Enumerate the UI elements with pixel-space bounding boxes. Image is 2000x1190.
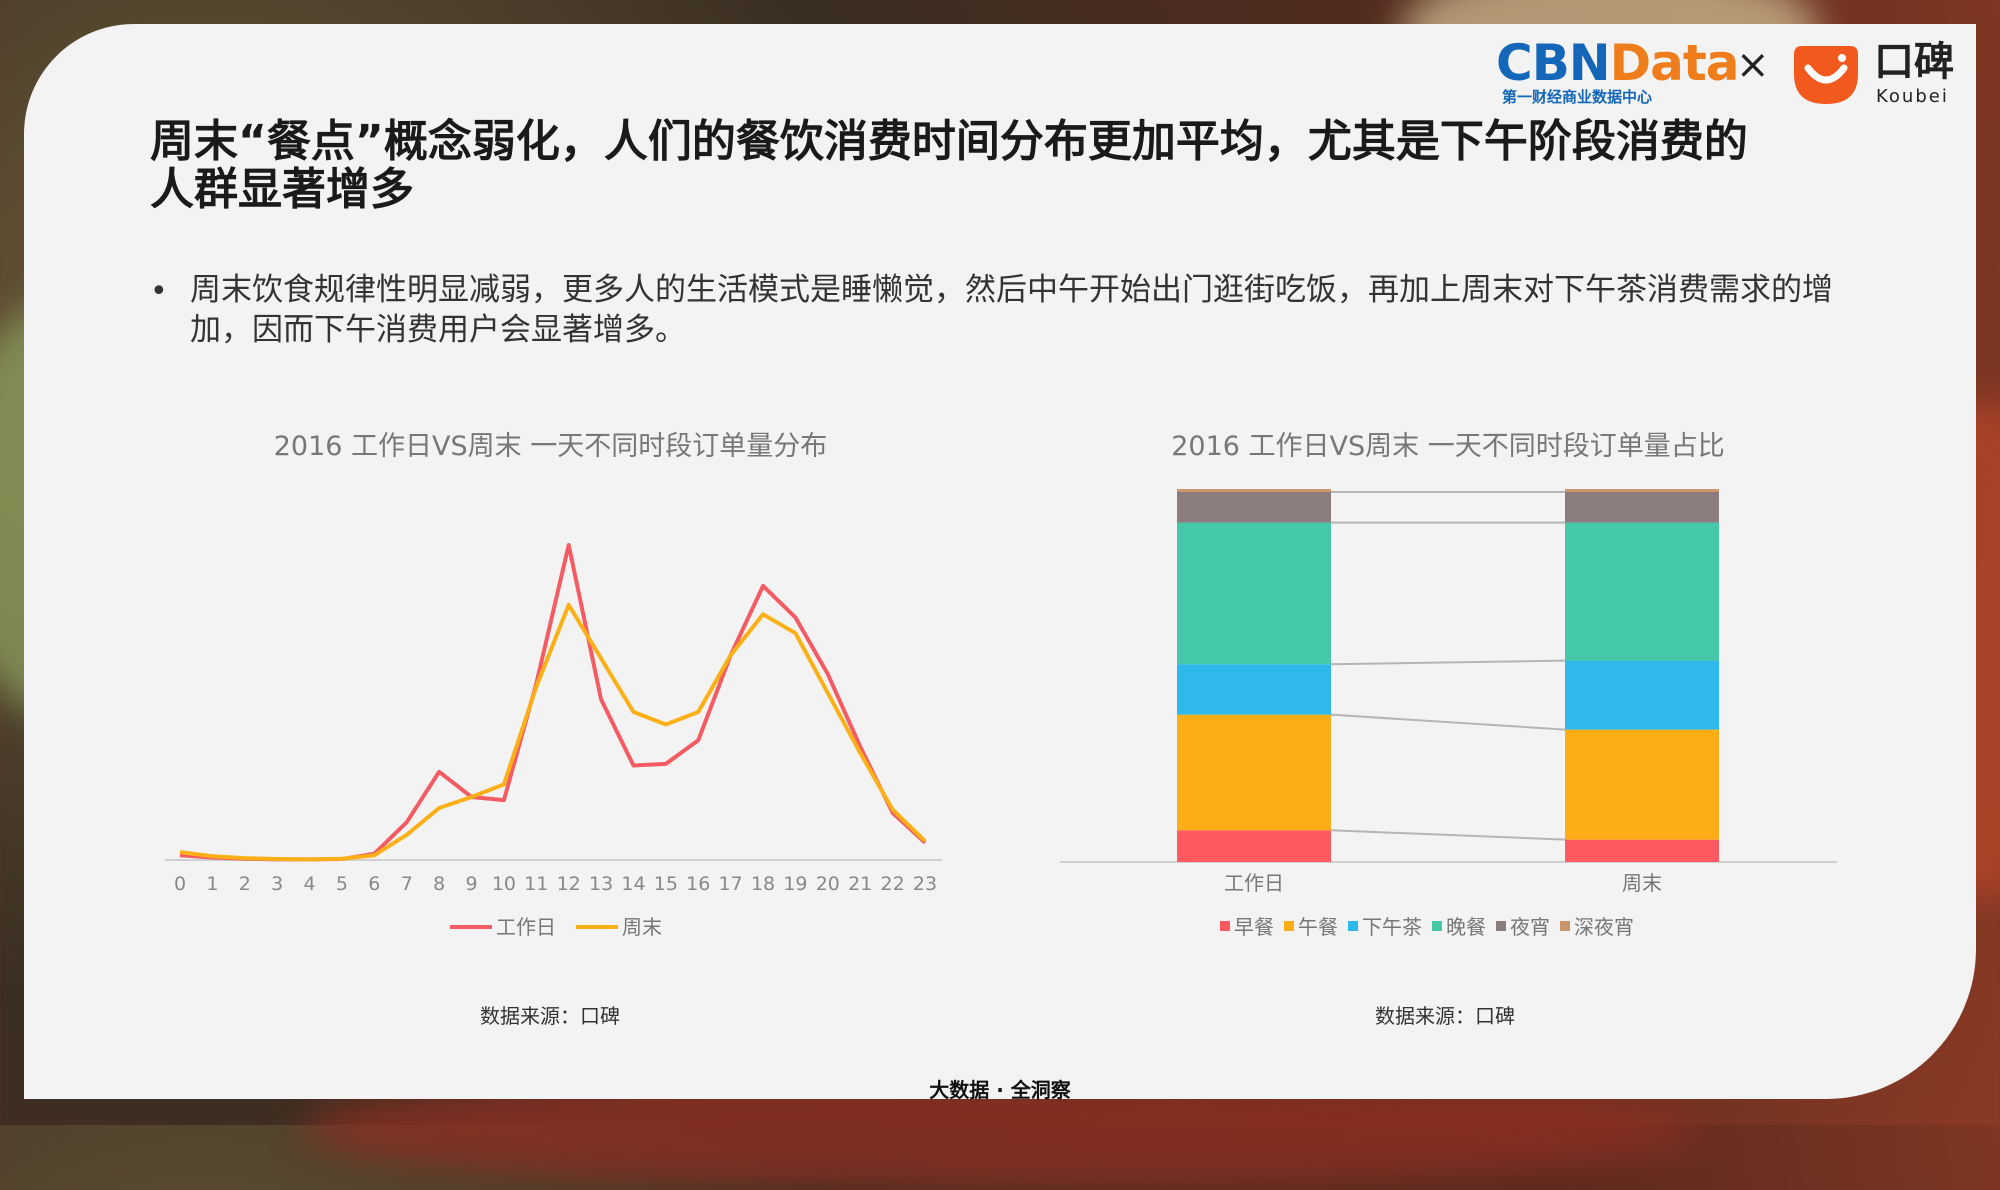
x-tick-label: 3 <box>271 873 283 895</box>
bar-segment-下午茶 <box>1565 660 1719 730</box>
legend-swatch <box>1348 921 1358 931</box>
bar-segment-下午茶 <box>1177 664 1331 715</box>
x-tick-label: 19 <box>783 873 807 895</box>
x-tick-label: 2 <box>239 873 251 895</box>
legend-swatch <box>1496 921 1506 931</box>
x-tick-label: 10 <box>492 873 516 895</box>
category-label: 周末 <box>1622 871 1662 895</box>
bar-segment-早餐 <box>1565 839 1719 862</box>
source-left: 数据来源：口碑 <box>480 1004 620 1028</box>
bar-segment-晚餐 <box>1177 522 1331 665</box>
cbndata-logo: CBNData <box>1496 34 1740 92</box>
x-tick-label: 7 <box>401 873 413 895</box>
series-connector-line <box>1330 829 1566 841</box>
line-chart-title: 2016 工作日VS周末 一天不同时段订单量分布 <box>274 431 828 462</box>
bar-chart-title: 2016 工作日VS周末 一天不同时段订单量占比 <box>1171 431 1725 462</box>
page-title: 周末“餐点”概念弱化，人们的餐饮消费时间分布更加平均，尤其是下午阶段消费的人群显… <box>150 116 1748 215</box>
bar-segment-深夜宵 <box>1565 489 1719 492</box>
bar-segment-早餐 <box>1177 830 1331 862</box>
legend-swatch <box>1220 921 1230 931</box>
koubei-logo-text: 口碑 <box>1874 39 1954 85</box>
koubei-smile-icon <box>1794 46 1858 104</box>
x-tick-label: 16 <box>686 873 710 895</box>
legend-label: 午餐 <box>1298 915 1338 939</box>
bar-segment-午餐 <box>1177 714 1331 831</box>
bar-segment-午餐 <box>1565 729 1719 840</box>
bullet-dot: • <box>150 274 168 309</box>
times-sign: × <box>1736 42 1770 88</box>
category-label: 工作日 <box>1224 871 1284 895</box>
x-tick-label: 14 <box>621 873 645 895</box>
x-tick-label: 22 <box>881 873 905 895</box>
x-tick-label: 0 <box>174 873 186 895</box>
legend-label: 晚餐 <box>1446 915 1486 939</box>
x-tick-label: 1 <box>206 873 218 895</box>
x-tick-label: 23 <box>913 873 937 895</box>
legend-swatch <box>1284 921 1294 931</box>
x-tick-label: 6 <box>368 873 380 895</box>
x-tick-label: 17 <box>719 873 743 895</box>
series-connector-line <box>1330 713 1566 731</box>
x-tick-label: 20 <box>816 873 840 895</box>
series-connector-line <box>1330 659 1566 666</box>
series-line-workday <box>179 543 927 862</box>
legend-swatch <box>1432 921 1442 931</box>
footer-slogan: 大数据 · 全洞察 <box>929 1078 1071 1102</box>
bullet-text: 周末饮食规律性明显减弱，更多人的生活模式是睡懒觉，然后中午开始出门逛街吃饭，再加… <box>190 272 1833 348</box>
legend-label: 工作日 <box>496 915 556 939</box>
legend-label: 下午茶 <box>1362 915 1422 939</box>
x-tick-label: 15 <box>654 873 678 895</box>
x-tick-label: 5 <box>336 873 348 895</box>
x-tick-label: 12 <box>557 873 581 895</box>
legend-label: 早餐 <box>1234 915 1274 939</box>
legend-label: 深夜宵 <box>1574 915 1634 939</box>
x-tick-label: 8 <box>433 873 445 895</box>
cbndata-subtitle: 第一财经商业数据中心 <box>1502 88 1653 106</box>
x-tick-label: 4 <box>304 873 316 895</box>
bar-segment-夜宵 <box>1565 491 1719 523</box>
bar-segment-深夜宵 <box>1177 489 1331 492</box>
legend-swatch <box>1560 921 1570 931</box>
source-right: 数据来源：口碑 <box>1375 1004 1515 1028</box>
bar-segment-晚餐 <box>1565 522 1719 661</box>
x-tick-label: 11 <box>524 873 548 895</box>
series-line-weekend <box>179 602 927 862</box>
x-tick-label: 18 <box>751 873 775 895</box>
x-tick-label: 9 <box>465 873 477 895</box>
bar-segment-夜宵 <box>1177 491 1331 523</box>
x-tick-label: 13 <box>589 873 613 895</box>
x-tick-label: 21 <box>848 873 872 895</box>
legend-label: 夜宵 <box>1510 915 1550 939</box>
legend-label: 周末 <box>622 915 662 939</box>
koubei-logo-en: Koubei <box>1876 86 1949 107</box>
